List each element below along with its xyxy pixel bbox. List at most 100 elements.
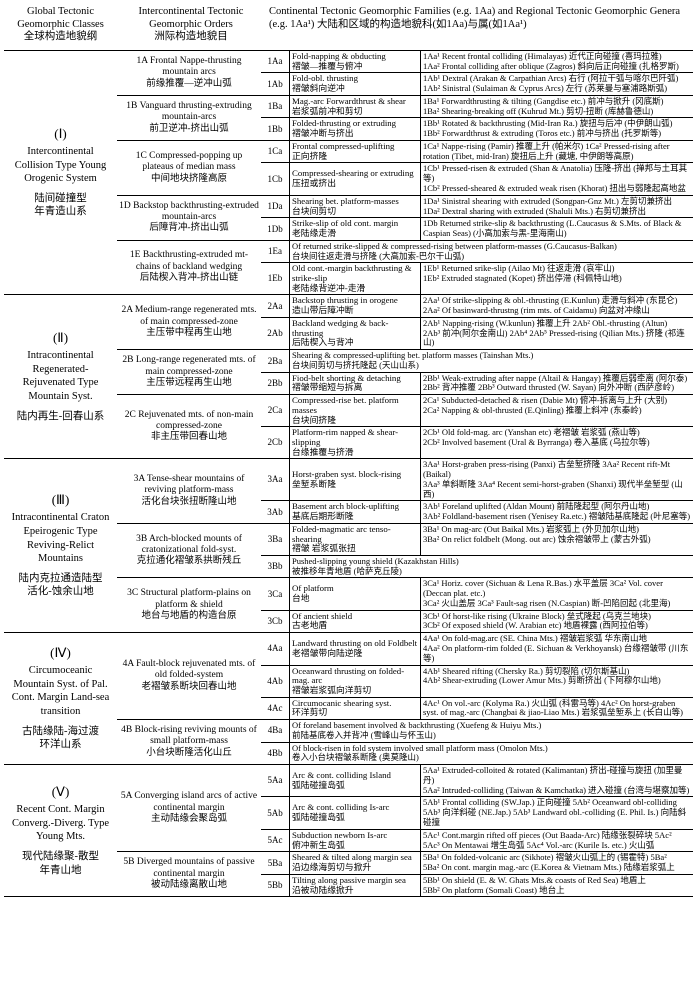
order-label: 3B Arch-blocked mounts of cratonizationa… <box>117 524 261 578</box>
genus-line: 2Cb² Involved basement (Ural & Byrranga)… <box>423 438 691 448</box>
family-code: 3Bb <box>261 556 290 578</box>
family-row: 3CaOf platform台地3Ca¹ Horiz. cover (Sichu… <box>261 578 693 609</box>
family-cn: 弧陆碰撞岛弧 <box>292 781 418 791</box>
orders-column: 3A Tense-shear mountains of reviving pla… <box>117 459 693 632</box>
families-column: 1CaFrontal compressed-uplifting正向挤隆1Ca¹ … <box>261 141 693 195</box>
family-en: Oceanward thrusting on folded-mag. arc <box>292 667 418 686</box>
genera-cell: 1Aa¹ Recent frontal colliding (Himalayas… <box>421 51 693 73</box>
family-cn: 褶皱—推覆与俯冲 <box>292 62 418 72</box>
family-code: 5Ba <box>261 852 290 874</box>
order-en: 3B Arch-blocked mounts of cratonizationa… <box>119 534 259 557</box>
class-label: (Ⅲ) Intracontinental Craton Epeirogenic … <box>4 459 117 632</box>
family-label: Horst-graben syst. block-rising垒堑系断隆 <box>290 459 421 500</box>
order-en: 4A Fault-block rejuvenated mts. of old f… <box>119 659 259 682</box>
order-group: 3C Structural platform-plains on platfor… <box>117 577 693 632</box>
family-row: 1BbFolded-thrusting or extruding褶皱冲断与挤出1… <box>261 117 693 140</box>
family-row: 5AaArc & cont. colliding Island弧陆碰撞岛弧5Aa… <box>261 765 693 796</box>
family-label: Circumocanic shearing syst.环洋剪切 <box>290 698 421 720</box>
family-label: Basement arch block-uplifting基底后期形断隆 <box>290 501 421 523</box>
order-group: 5A Converging island arcs of active cont… <box>117 765 693 851</box>
family-row: 4AbOceanward thrusting on folded-mag. ar… <box>261 665 693 697</box>
genera-cell: 3Cb¹ Of horst-like rising (Ukraine Block… <box>421 611 693 633</box>
family-row: 4AaLandward thrusting on old Foldbelt老褶皱… <box>261 633 693 664</box>
genus-line: 1Cb¹ Pressed-risen & extruded (Shan & An… <box>423 164 691 184</box>
family-cn: 古老地盾 <box>292 621 418 631</box>
family-label: Backland wedging & back-thrusting后陆楔入与背冲 <box>290 318 421 349</box>
family-label: Fiod-belt shorting & detaching褶皱带缩短与拆离 <box>290 373 421 395</box>
genus-line: 1Ab² Sinistral (Sulaiman & Cyprus Arcs) … <box>423 84 691 94</box>
genus-line: 3Cb² Of exposed shield (W. Arabian etc) … <box>423 621 691 631</box>
family-label: Backstop thrusting in orogene造山带后障冲断 <box>290 295 421 317</box>
family-en: Platform-rim napped & shear-slipping <box>292 428 418 447</box>
genus-line: 1Bb² Forwardthrust & extruding (Toros et… <box>423 129 691 139</box>
family-cn: 台缘推覆与挤滑 <box>292 448 418 458</box>
roman-numeral: (Ⅰ) <box>54 126 67 143</box>
family-row: 5BaSheared & tilted along margin sea沿边缘海… <box>261 852 693 874</box>
family-label: Old cont.-margin backthrusting & strike-… <box>290 263 421 294</box>
order-group: 2C Rejuvenated mts. of non-main compress… <box>117 394 693 458</box>
genera-cell: 1Cb¹ Pressed-risen & extruded (Shan & An… <box>421 163 693 194</box>
family-row: 4AcCircumocanic shearing syst.环洋剪切4Ac¹ O… <box>261 697 693 720</box>
order-en: 1C Compressed-popping up plateaus of med… <box>119 151 259 174</box>
class-title-en: Intercontinental Collision Type Young Or… <box>8 145 113 186</box>
genera-cell: 1Ab¹ Dextral (Arakan & Carpathian Arcs) … <box>421 73 693 95</box>
order-label: 5B Diverged mountains of passive contine… <box>117 852 261 896</box>
order-label: 1C Compressed-popping up plateaus of med… <box>117 141 261 195</box>
family-cn: 褶皱斜向逆冲 <box>292 84 418 94</box>
order-en: 2B Long-range regenerated mts. of main c… <box>119 355 259 378</box>
genus-line: 5Ba¹ On folded-volcanic arc (Sikhote) 褶皱… <box>423 853 691 873</box>
family-row: 2AbBackland wedging & back-thrusting后陆楔入… <box>261 317 693 349</box>
family-en: Backland wedging & back-thrusting <box>292 319 418 338</box>
genus-line: 5Aa² Intruded-colliding (Taiwan & Kamcha… <box>423 786 691 796</box>
family-row: 1DaShearing bet. platform-masses台块间剪切1Da… <box>261 196 693 218</box>
family-row: 5BbTilting along passive margin sea沿被动陆缘… <box>261 874 693 897</box>
class-label: (Ⅰ) Intercontinental Collision Type Youn… <box>4 51 117 295</box>
genera-cell: 4Aa¹ On fold-mag.arc (SE. China Mts.) 褶皱… <box>421 633 693 664</box>
family-row: 3AbBasement arch block-uplifting基底后期形断隆3… <box>261 500 693 523</box>
genus-line: 1Ca¹ Nappe-rising (Pamir) 推覆上升 (帕米尔) 1Ca… <box>423 142 691 162</box>
class-title-cn: 陆内克拉通造陆型活化-蚀余山地 <box>19 572 103 599</box>
family-cn: 弧陆碰撞岛弧 <box>292 813 418 823</box>
order-en: 5B Diverged mountains of passive contine… <box>119 857 259 880</box>
family-label: Arc & cont. colliding Island弧陆碰撞岛弧 <box>290 765 421 796</box>
family-label: Fold-napping & obducting褶皱—推覆与俯冲 <box>290 51 421 73</box>
roman-numeral: (Ⅳ) <box>50 645 71 662</box>
family-full-label: Shearing & compressed-uplifting bet. pla… <box>290 350 693 372</box>
order-cn: 前卫逆冲-挤出山弧 <box>119 124 259 135</box>
family-full-label: Of returned strike-slipped & compressed-… <box>290 241 693 263</box>
order-cn: 被动陆缘离散山地 <box>119 880 259 891</box>
genus-line: 1Aa² Frontal colliding after oblique (Za… <box>423 62 691 72</box>
family-row: 3BbPushed-slipping young shield (Kazakhs… <box>261 555 693 578</box>
family-cn: 压扭或挤出 <box>292 179 418 189</box>
family-en: Compressed-rise bet. platform masses <box>292 396 418 415</box>
genera-cell: 1Eb¹ Returned srike-slip (Ailao Mt) 往返走滑… <box>421 263 693 294</box>
genera-cell: 2Aa¹ Of strike-slipping & obl.-thrusting… <box>421 295 693 317</box>
family-code: 4Bb <box>261 743 290 765</box>
family-full-label: Pushed-slipping young shield (Kazakhstan… <box>290 556 693 578</box>
families-column: 4BaOf foreland basement involved & backt… <box>261 720 693 764</box>
header-col1-en: Global Tectonic Geomorphic Classes <box>8 6 113 31</box>
order-cn: 主压带远程再生山地 <box>119 378 259 389</box>
family-cn: 沿被动陆缘掀升 <box>292 886 418 896</box>
family-cn: 正向挤隆 <box>292 152 418 162</box>
family-cn: 台地 <box>292 594 418 604</box>
genus-line: 2Ca² Napping & obl-thrusted (E.Qinling) … <box>423 406 691 416</box>
family-label: Platform-rim napped & shear-slipping台缘推覆… <box>290 427 421 458</box>
family-cn: 老褶皱带向陆逆隆 <box>292 649 418 659</box>
order-en: 1D Backstop backthrusting-extruded mount… <box>119 201 259 224</box>
genus-line: 5Ab³ 向洋斜碰 (NE.Jap.) 5Ab³ Landward obl.-c… <box>423 808 691 828</box>
genera-cell: 4Ac¹ On vol.-arc (Kolyma Ra.) 火山弧 (科雷马等)… <box>421 698 693 720</box>
family-row: 4BbOf block-risen in fold system involve… <box>261 742 693 765</box>
order-group: 3A Tense-shear mountains of reviving pla… <box>117 459 693 523</box>
family-code: 1Ba <box>261 96 290 118</box>
class-section: (Ⅴ) Recent Cont. Margin Converg.-Diverg.… <box>4 765 693 897</box>
families-column: 3CaOf platform台地3Ca¹ Horiz. cover (Sichu… <box>261 578 693 632</box>
family-code: 4Aa <box>261 633 290 664</box>
order-en: 3C Structural platform-plains on platfor… <box>119 588 259 611</box>
family-label: Frontal compressed-uplifting正向挤隆 <box>290 141 421 163</box>
genera-cell: 5Ac¹ Cont.margin rifted off pieces (Out … <box>421 830 693 852</box>
order-group: 1B Vanguard thrusting-extruding mountain… <box>117 95 693 140</box>
family-label: Sheared & tilted along margin sea沿边缘海剪切与… <box>290 852 421 874</box>
genera-cell: 5Bb¹ On shield (E. & W. Ghats Mts.& coas… <box>421 875 693 897</box>
family-code: 4Ac <box>261 698 290 720</box>
